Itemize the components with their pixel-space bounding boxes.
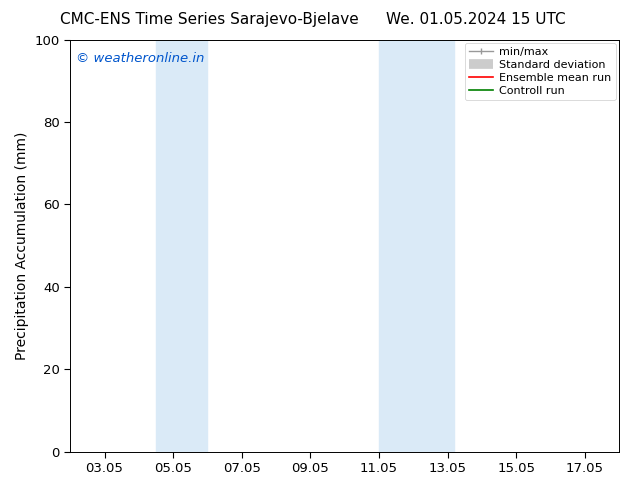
Bar: [156, 40, 207, 452]
Text: © weatheronline.in: © weatheronline.in: [75, 52, 204, 65]
Bar: [379, 40, 455, 452]
Text: We. 01.05.2024 15 UTC: We. 01.05.2024 15 UTC: [385, 12, 566, 27]
Text: CMC-ENS Time Series Sarajevo-Bjelave: CMC-ENS Time Series Sarajevo-Bjelave: [60, 12, 359, 27]
Y-axis label: Precipitation Accumulation (mm): Precipitation Accumulation (mm): [15, 131, 29, 360]
Legend: min/max, Standard deviation, Ensemble mean run, Controll run: min/max, Standard deviation, Ensemble me…: [465, 43, 616, 100]
